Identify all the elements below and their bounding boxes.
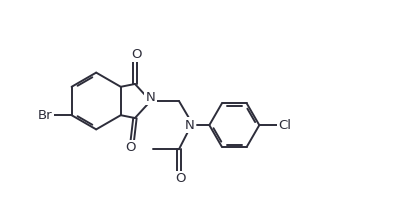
Text: N: N bbox=[145, 91, 155, 104]
Text: Cl: Cl bbox=[278, 119, 291, 132]
Text: O: O bbox=[131, 48, 142, 61]
Text: O: O bbox=[175, 172, 186, 185]
Text: N: N bbox=[184, 119, 194, 132]
Text: Br: Br bbox=[38, 109, 52, 122]
Text: O: O bbox=[125, 141, 135, 154]
